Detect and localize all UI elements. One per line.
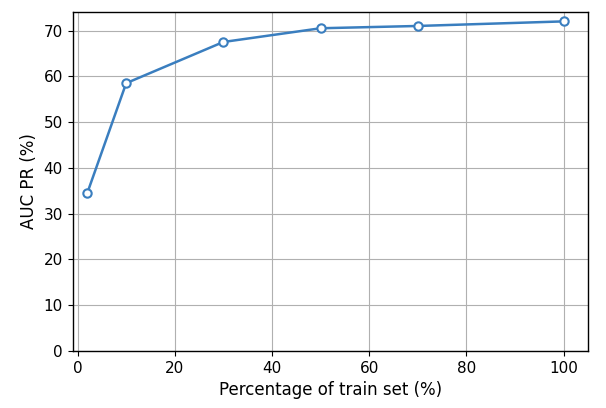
Y-axis label: AUC PR (%): AUC PR (%) [20, 134, 38, 229]
X-axis label: Percentage of train set (%): Percentage of train set (%) [219, 381, 442, 399]
